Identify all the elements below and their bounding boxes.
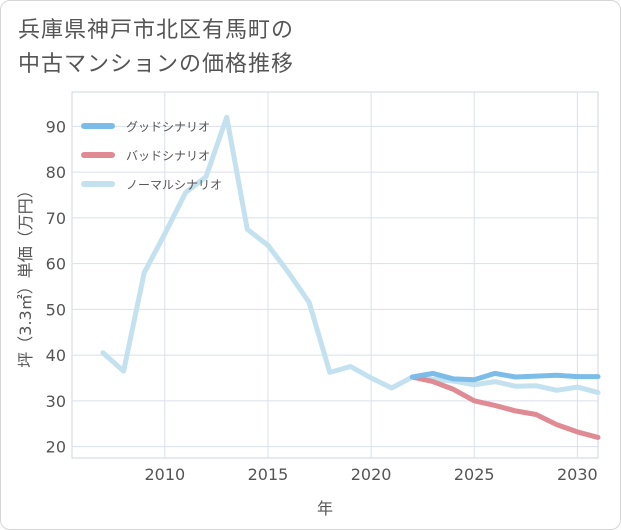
x-tick-label: 2015 <box>248 465 289 484</box>
legend-label: グッドシナリオ <box>126 120 210 134</box>
y-tick-label: 20 <box>46 438 66 457</box>
y-tick-label: 40 <box>46 346 66 365</box>
y-tick-label: 80 <box>46 163 66 182</box>
y-tick-label: 60 <box>46 255 66 274</box>
chart-title: 兵庫県神戸市北区有馬町の 中古マンションの価格推移 <box>18 14 294 82</box>
y-tick-label: 50 <box>46 300 66 319</box>
x-axis-title: 年 <box>317 499 333 518</box>
y-axis-title: 坪（3.3㎡）単価（万円） <box>16 182 35 367</box>
y-tick-label: 70 <box>46 209 66 228</box>
x-tick-label: 2025 <box>454 465 495 484</box>
x-tick-label: 2030 <box>557 465 598 484</box>
x-tick-label: 2020 <box>351 465 392 484</box>
legend-label: バッドシナリオ <box>126 149 210 163</box>
series-line-normal <box>100 114 601 396</box>
chart-title-line1: 兵庫県神戸市北区有馬町の <box>18 18 295 43</box>
legend-label: ノーマルシナリオ <box>126 178 222 192</box>
y-tick-label: 90 <box>46 117 66 136</box>
chart-title-line2: 中古マンションの価格推移 <box>18 52 295 77</box>
x-tick-label: 2010 <box>144 465 185 484</box>
series-line-good <box>409 370 601 383</box>
plot-area <box>71 91 599 459</box>
y-tick-label: 30 <box>46 392 66 411</box>
series-line-bad <box>409 374 601 440</box>
